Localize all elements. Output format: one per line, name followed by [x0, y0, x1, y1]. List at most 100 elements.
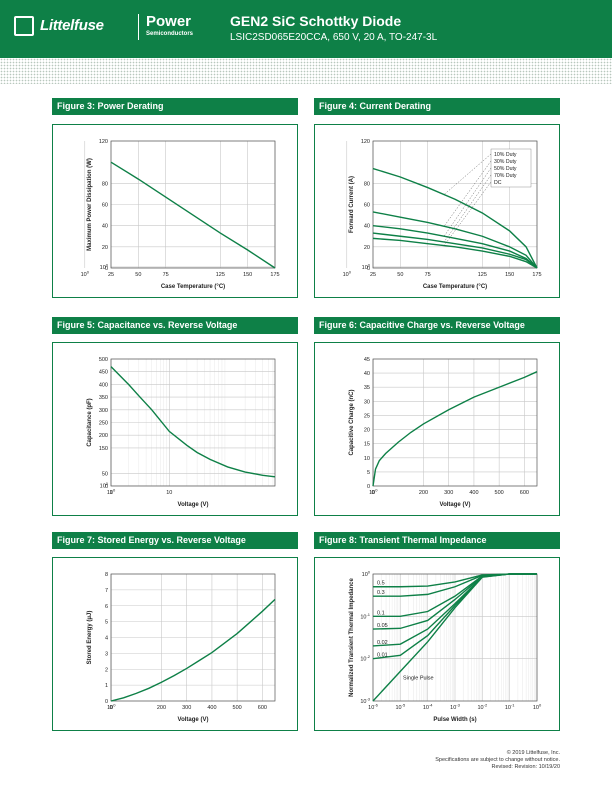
plot-frame [372, 140, 538, 269]
y-axis-label: Capacitive Charge (nC) [349, 389, 355, 455]
series-line [372, 167, 538, 269]
y-tick-label: 50 [102, 471, 108, 477]
y-tick-label: 350 [99, 395, 108, 401]
y-tick-label: 250 [99, 421, 108, 427]
y-axis-label: Maximum Power Dissipation (W) [87, 158, 93, 251]
plot-frame [372, 358, 538, 487]
legend-leader-line [443, 167, 492, 237]
legend-box [490, 148, 532, 188]
plot-frame [110, 358, 276, 487]
footer-copyright: © 2019 Littelfuse, Inc. [506, 750, 560, 756]
figure-7-title: Figure 7: Stored Energy vs. Reverse Volt… [52, 532, 298, 549]
y-tick-label: 100 [362, 570, 371, 579]
x-tick-label: 10-6 [368, 703, 378, 712]
legend-leader-line [443, 153, 492, 195]
y-tick-label: 0 [105, 699, 108, 705]
x-tick-label: 100 [107, 703, 116, 712]
y-axis-label: Normalized Transient Thermal Impedance [349, 577, 355, 696]
y-tick-label: 2 [105, 667, 108, 673]
x-tick-label: 10-2 [477, 703, 487, 712]
logo-power: Power [146, 13, 192, 30]
x-tick-label: 175 [532, 272, 541, 278]
legend-entry: 30% Duty [494, 159, 517, 165]
x-tick-label: 500 [233, 705, 242, 711]
x-axis-label: Voltage (V) [440, 502, 471, 508]
y-tick-label: 30 [364, 399, 370, 405]
figure-4-title: Figure 4: Current Derating [314, 98, 560, 115]
page-footer: © 2019 Littelfuse, Inc. Specifications a… [435, 750, 560, 771]
x-tick-label: 10-1 [505, 703, 515, 712]
x-tick-label: 200 [419, 490, 428, 496]
x-tick-label: 200 [157, 705, 166, 711]
y-tick-label: 5 [105, 620, 108, 626]
x-axis-label: Voltage (V) [178, 717, 209, 723]
x-tick-label: 175 [270, 272, 279, 278]
y-tick-label: 25 [364, 413, 370, 419]
logo-divider [138, 14, 139, 40]
legend-leader-line [443, 160, 492, 227]
logo-text: Littelfuse [40, 17, 104, 34]
y-tick-label: 5 [367, 470, 370, 476]
y-tick-label: 40 [364, 371, 370, 377]
y-tick-label: 100 [362, 262, 371, 271]
x-tick-label: 10-5 [395, 703, 405, 712]
legend-entry: 50% Duty [494, 166, 517, 172]
y-tick-label: 20 [364, 245, 370, 251]
series-line [110, 598, 276, 702]
y-tick-label: 60 [364, 203, 370, 209]
series-label: 0.02 [377, 640, 388, 646]
y-tick-label: 35 [364, 385, 370, 391]
x-tick-label: 100 [343, 270, 352, 279]
y-tick-label: 1 [105, 683, 108, 689]
x-tick-label: 10 [166, 490, 172, 496]
legend-leader-line [443, 181, 492, 246]
page-header: Littelfuse Power Semiconductors GEN2 SiC… [0, 0, 612, 58]
y-tick-label: 60 [102, 203, 108, 209]
y-tick-label: 10-1 [360, 612, 370, 621]
y-tick-label: 40 [364, 224, 370, 230]
x-axis-label: Voltage (V) [178, 502, 209, 508]
y-axis-label: Stored Energy (μJ) [87, 611, 93, 665]
x-tick-label: 400 [469, 490, 478, 496]
y-tick-label: 10-2 [360, 654, 370, 663]
series-line [372, 232, 538, 269]
x-axis-label: Case Temperature (°C) [423, 284, 487, 290]
series-label: 0.01 [377, 653, 388, 659]
figure-5-chart: 1 10 100 0 50 100 150 200 250 300 350 400 450 500 Volt… [52, 342, 298, 516]
y-axis-label: Capacitance (pF) [87, 398, 93, 446]
dot-pattern-band [0, 58, 612, 84]
footer-revision: Revised: Revision: 10/19/20 [491, 764, 560, 770]
y-tick-label: 80 [364, 181, 370, 187]
y-tick-label: 100 [100, 262, 109, 271]
plot-frame [110, 573, 276, 702]
series-line [110, 161, 276, 269]
x-tick-label: 100 [533, 703, 542, 712]
x-tick-label: 1 [109, 490, 112, 496]
y-tick-label: 8 [105, 572, 108, 578]
y-tick-label: 120 [361, 139, 370, 145]
x-tick-label: 300 [444, 490, 453, 496]
y-tick-label: 7 [105, 588, 108, 594]
y-tick-label: 6 [105, 604, 108, 610]
x-tick-label: 75 [425, 272, 431, 278]
figure-4-chart: 25 50 75 100 125 150 175 0 20 40 60 80 100 120 Case Te… [314, 124, 560, 298]
series-label: 0.1 [377, 610, 385, 616]
x-tick-label: 10-4 [423, 703, 433, 712]
y-tick-label: 0 [105, 484, 108, 490]
y-tick-label: 10-3 [360, 697, 370, 706]
plot-frame [372, 573, 538, 702]
x-tick-label: 100 [81, 270, 90, 279]
figure-3-title: Figure 3: Power Derating [52, 98, 298, 115]
y-tick-label: 500 [99, 357, 108, 363]
x-tick-label: 600 [258, 705, 267, 711]
legend-entry: DC [494, 180, 502, 186]
footer-notice: Specifications are subject to change wit… [435, 757, 560, 763]
x-tick-label: 0 [371, 490, 374, 496]
x-tick-label: 500 [495, 490, 504, 496]
x-tick-label: 125 [478, 272, 487, 278]
x-tick-label: 100 [107, 488, 116, 497]
y-tick-label: 10 [364, 456, 370, 462]
y-tick-label: 150 [99, 446, 108, 452]
littelfuse-logo-icon [14, 16, 34, 36]
page-title: GEN2 SiC Schottky Diode [230, 13, 402, 29]
